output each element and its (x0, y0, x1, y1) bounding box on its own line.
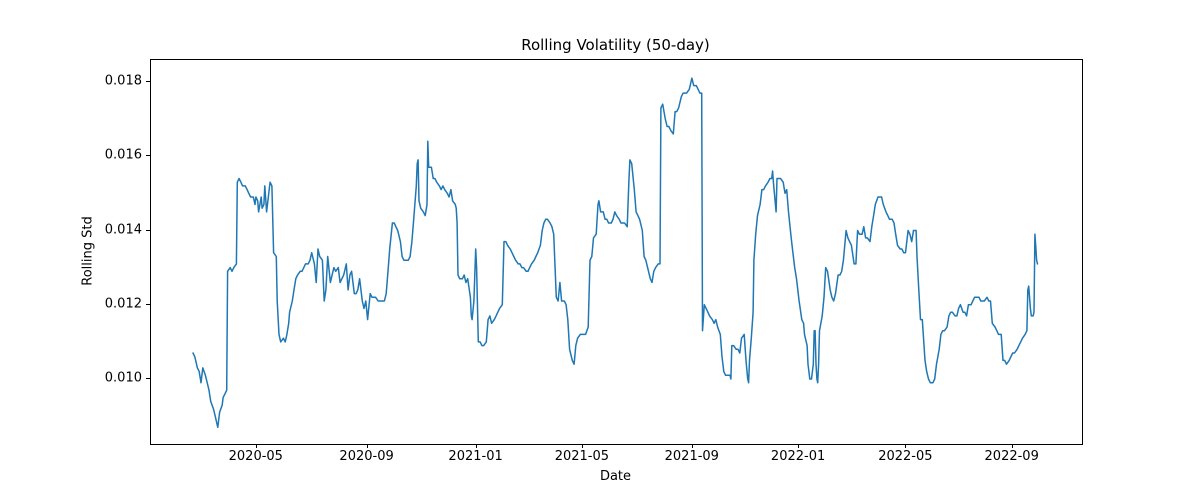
y-tick-mark (146, 229, 150, 231)
y-tick-label: 0.010 (104, 370, 142, 386)
y-tick-mark (146, 378, 150, 379)
x-tick-label: 2021-05 (554, 449, 610, 464)
x-tick-mark (255, 444, 257, 448)
y-tick-label: 0.014 (104, 222, 142, 237)
x-tick-label: 2020-09 (339, 449, 394, 464)
y-tick-mark (146, 303, 150, 305)
x-tick-mark (905, 444, 907, 448)
x-tick-label: 2021-09 (664, 449, 719, 464)
x-axis-label: Date (599, 469, 632, 484)
y-tick-mark (146, 155, 150, 157)
y-tick-label: 0.016 (104, 147, 142, 163)
y-tick-label: 0.018 (104, 73, 142, 89)
volatility-line-chart (192, 77, 1039, 429)
plot-area (150, 59, 1083, 445)
x-tick-label: 2022-01 (770, 449, 826, 464)
x-tick-label: 2022-09 (984, 449, 1039, 464)
y-tick-label: 0.012 (104, 296, 142, 312)
x-tick-mark (475, 444, 477, 448)
rolling-std-line (192, 77, 1039, 429)
x-tick-mark (691, 444, 693, 448)
y-axis-label: Rolling Std (80, 216, 96, 286)
x-tick-mark (798, 444, 800, 448)
y-tick-mark (146, 80, 150, 82)
x-tick-mark (581, 444, 583, 448)
x-tick-label: 2020-05 (228, 449, 283, 464)
chart-title: Rolling Volatility (50-day) (521, 36, 710, 54)
x-tick-label: 2022-05 (878, 449, 933, 464)
x-tick-mark (1011, 444, 1013, 448)
x-tick-label: 2021-01 (448, 449, 503, 464)
x-tick-mark (366, 444, 368, 448)
